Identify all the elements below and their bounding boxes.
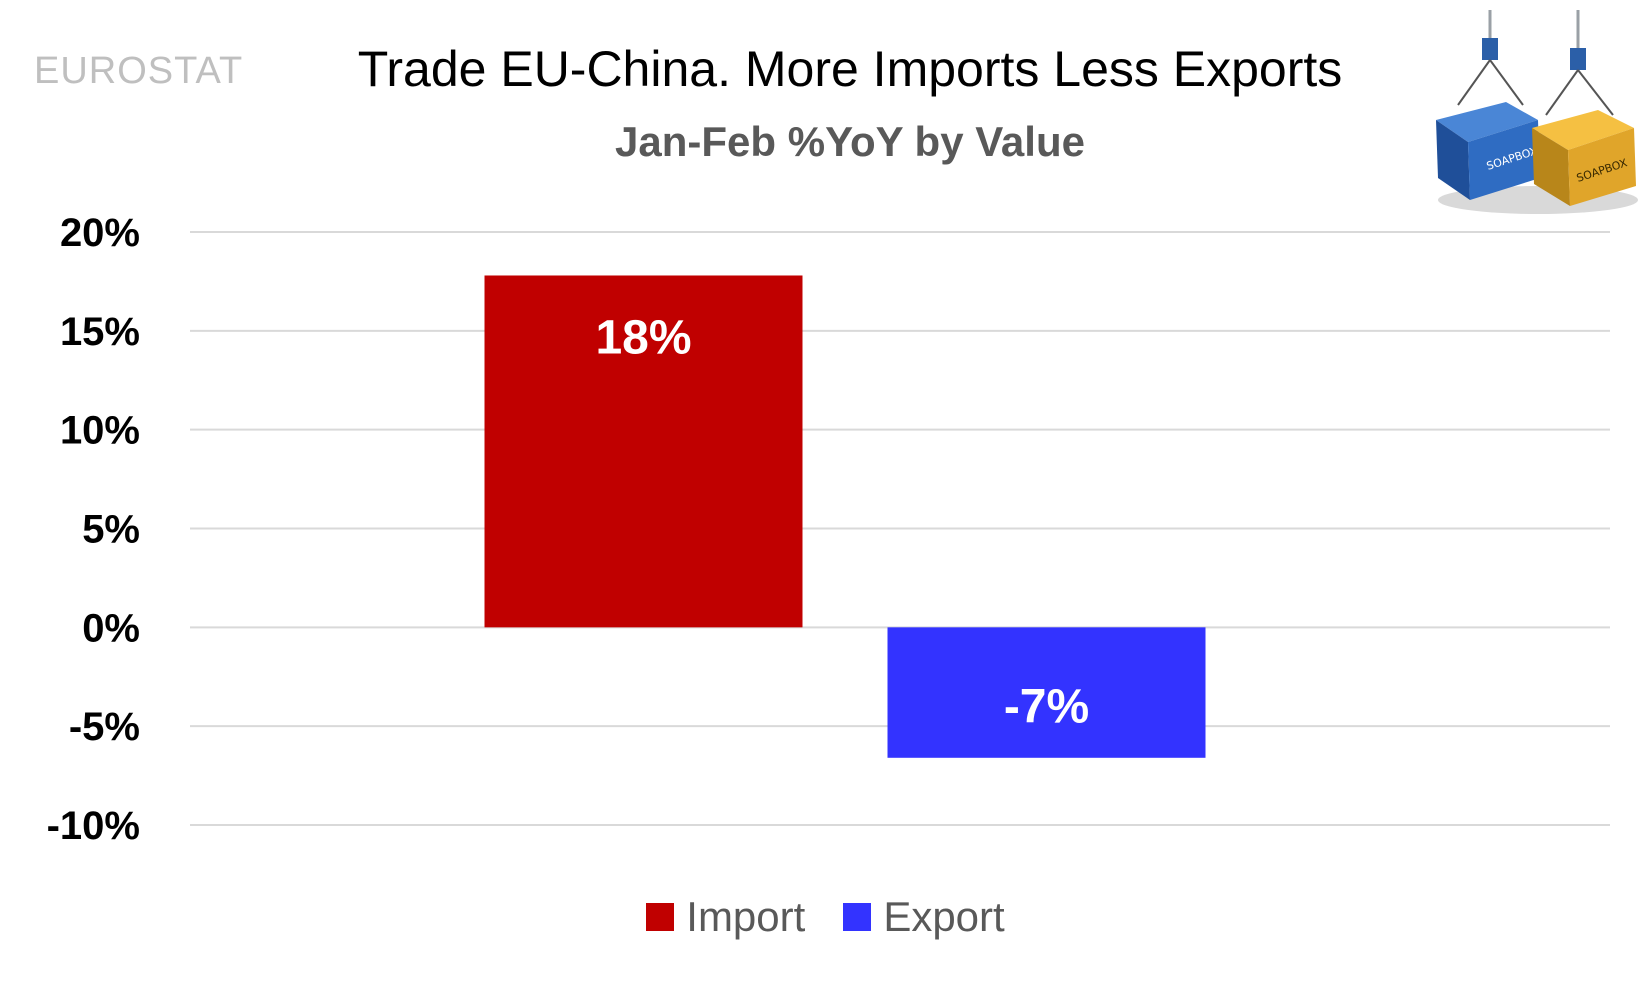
bar-chart: 20% 15% 10% 5% 0% -5% -10% 18% -7%: [47, 211, 1610, 848]
legend: Import Export: [0, 893, 1651, 941]
y-tick-label: 10%: [60, 409, 140, 453]
data-label-import: 18%: [595, 311, 691, 364]
y-tick-label: -5%: [69, 705, 140, 749]
y-axis-tick-labels: 20% 15% 10% 5% 0% -5% -10%: [47, 211, 140, 848]
bars: [484, 275, 1206, 758]
y-tick-label: 15%: [60, 310, 140, 354]
legend-label-export: Export: [883, 893, 1005, 940]
data-labels: 18% -7%: [595, 311, 1089, 733]
legend-swatch-export: [843, 903, 872, 931]
bar-export: [887, 627, 1206, 758]
bar-import: [484, 275, 803, 628]
legend-item-export: Export: [843, 893, 1005, 941]
chart-subtitle: Jan-Feb %YoY by Value: [615, 118, 1085, 165]
legend-swatch-import: [646, 903, 675, 931]
legend-label-import: Import: [686, 893, 806, 940]
y-tick-label: -10%: [47, 804, 140, 848]
y-tick-label: 5%: [82, 508, 140, 552]
y-tick-label: 20%: [60, 211, 140, 255]
shipping-containers-logo: SOAPBOX SOAPBOX: [1436, 10, 1638, 214]
source-label: EUROSTAT: [34, 50, 244, 92]
legend-item-import: Import: [646, 893, 805, 941]
chart-title: Trade EU-China. More Imports Less Export…: [357, 41, 1343, 97]
y-tick-label: 0%: [82, 606, 140, 650]
data-label-export: -7%: [1004, 680, 1089, 733]
